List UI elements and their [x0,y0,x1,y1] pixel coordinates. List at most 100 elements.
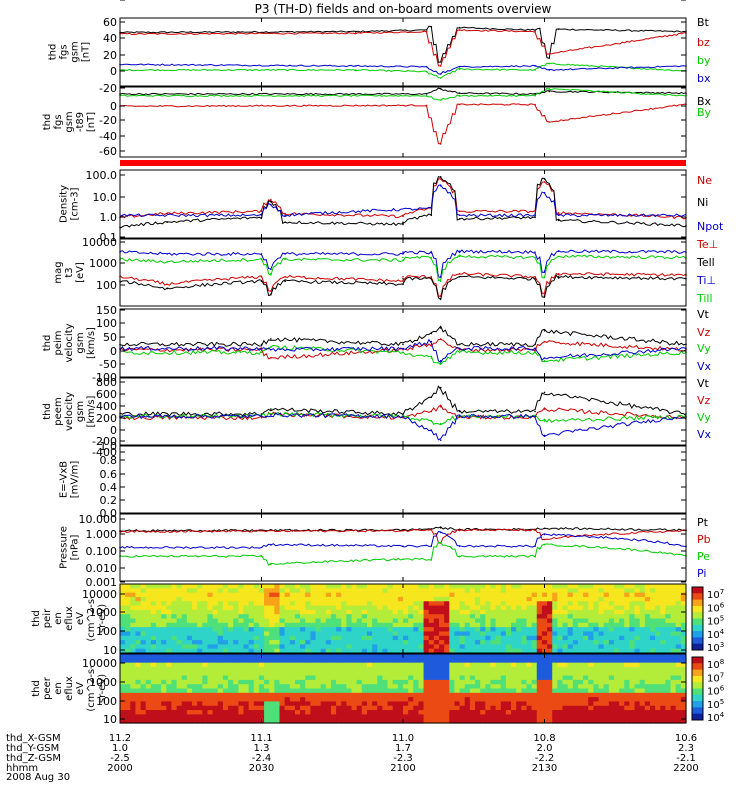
data-point [458,343,461,346]
y-tick-label: 100 [96,317,117,330]
data-point [439,73,442,75]
data-point [430,558,433,560]
x-tick-label: 2200 [673,763,698,774]
data-point [430,528,433,531]
data-point [430,251,433,254]
data-point [458,351,461,354]
x-tick-label: -2.4 [252,753,272,764]
data-point [543,276,546,278]
data-point [543,178,546,180]
y-axis-label: Density [cm-3] [59,185,81,223]
pressure-marks [119,527,687,566]
y-tick-label: 150 [96,304,117,317]
data-point [260,413,263,415]
y-tick-label: -60 [99,145,117,158]
y-tick-label: 100.0 [86,169,118,182]
legend-fgs_field_gsm-2: by [697,54,711,67]
data-point [270,272,272,275]
data-point [402,558,404,560]
legend-fgs_field_gsm-1: bz [697,36,710,49]
panel-electric_field: 1.00.80.60.40.20.0 E=-VxB [mV/m] [59,440,687,520]
svg-text:[mV/m]: [mV/m] [70,461,81,499]
y-tick-label: 0 [110,65,117,78]
data-point [534,103,536,106]
data-point [439,405,442,408]
svg-text:peer: peer [42,676,53,700]
colorbar-tick-label: 104 [707,628,725,641]
y-axis-label: Pressure [nPa] [59,526,81,569]
data-point [557,276,560,278]
x-tick-label: 2100 [390,763,415,774]
x-tick-label: 1.3 [254,743,270,754]
data-point [458,545,461,547]
svg-text:[km/s]: [km/s] [86,327,97,359]
data-point [557,255,560,258]
data-point [402,343,404,346]
series-density-0 [119,178,687,220]
legend-pressure-2: Pe [697,550,710,563]
y-axis-label: E=-VxB [mV/m] [59,461,81,499]
data-point [439,178,442,180]
data-point [534,410,536,413]
data-point [548,88,550,90]
legend-fgs_field_gsm-3: bx [697,72,711,85]
data-point [270,200,272,203]
svg-text:gsm: gsm [64,111,75,132]
data-point [543,408,546,410]
data-point [260,210,263,213]
data-point [458,347,461,350]
svg-text:peem: peem [53,397,64,425]
svg-text:Pressure: Pressure [59,526,70,569]
data-point [430,420,433,422]
y-tick-label: -20 [99,114,117,127]
y-axis-label: thd fgs gsm [nT] [48,41,92,62]
data-point [439,77,442,79]
legend-peim_velocity-3: Vx [697,360,712,373]
data-point [534,278,536,280]
svg-text:eflux: eflux [64,676,75,701]
data-point [543,181,546,183]
data-point [430,278,433,280]
data-point [270,543,272,546]
data-point [543,434,546,437]
data-point [534,69,536,71]
data-point [543,295,546,297]
data-point [430,207,433,210]
data-point [539,27,541,30]
panel-temperature: Te⊥ Tell Ti⊥ Till 10000 1000 100 mag t3 [eV] [53,236,718,307]
data-point [543,357,546,359]
data-point [534,555,536,558]
data-point [402,351,404,354]
series-line-fgs_field_gsm_minus_t89-2 [119,103,687,145]
data-point [458,529,461,531]
svg-text:eV: eV [75,682,86,695]
data-point [458,214,461,217]
svg-text:en: en [53,612,64,625]
svg-text:[km/s]: [km/s] [86,395,97,427]
legend-temperature-1: Tell [696,256,715,269]
data-point [548,57,550,59]
y-tick-label: -50 [99,358,117,371]
y-tick-label: 0.2 [100,494,118,507]
data-point [260,546,263,549]
data-point [534,93,536,95]
data-point [439,422,442,425]
colorbar-tick-label: 108 [707,658,724,671]
data-point [548,53,550,55]
svg-text:sr-eV): sr-eV) [97,674,108,703]
data-point [458,218,461,220]
data-point [557,214,560,217]
series-fgs_field_gsm-0 [119,25,687,64]
data-point [458,26,461,29]
legend-temperature-3: Till [696,292,713,305]
legend-fgs_field_gsm_minus_t89-0: Bx [697,95,712,108]
y-tick-label: 1.000 [86,528,118,541]
colorbar-tick-label: 106 [707,601,725,614]
svg-text:thd: thd [31,610,42,627]
legend-peem_velocity-0: Vt [697,377,710,390]
data-point [355,30,357,33]
x-axis-row-label: thd_X-GSM [6,733,61,744]
data-point [270,198,272,201]
legend-fgs_field_gsm_minus_t89-1: By [697,106,712,119]
